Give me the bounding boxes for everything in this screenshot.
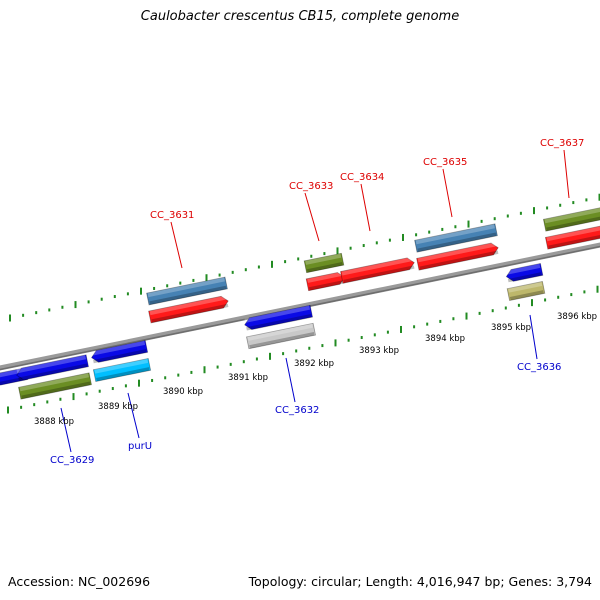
gene-cc3635-bar[interactable] <box>414 223 498 253</box>
kbp-label: 3891 kbp <box>228 373 268 383</box>
gene-puru-arrow[interactable] <box>90 340 149 364</box>
gene-cc3635-arrow[interactable] <box>416 242 500 271</box>
gene-label-forward[interactable]: CC_3634 <box>340 172 384 183</box>
label-leader-line <box>170 221 183 269</box>
kbp-label: 3896 kbp <box>557 312 597 322</box>
gene-cc3629b-arrow[interactable] <box>16 354 89 381</box>
kbp-tick-labels: 3888 kbp 3889 kbp 3890 kbp 3891 kbp 3892… <box>34 312 597 427</box>
gene-label-reverse[interactable]: CC_3632 <box>275 405 319 416</box>
kbp-label: 3894 kbp <box>425 334 465 344</box>
gene-cc3633-arrow[interactable] <box>305 271 346 292</box>
gene-label-reverse[interactable]: purU <box>128 441 152 452</box>
gene-cc3631-arrow[interactable] <box>148 295 230 324</box>
gene-cc3636-bar[interactable] <box>506 281 546 301</box>
kbp-label: 3895 kbp <box>491 323 531 333</box>
label-leader-line <box>60 407 72 453</box>
gene-cc3633-bar[interactable] <box>303 252 345 274</box>
gene-cc3637-bar[interactable] <box>542 206 600 232</box>
kbp-label: 3892 kbp <box>294 359 334 369</box>
gene-cc3632-bar[interactable] <box>246 322 316 350</box>
accession-label: Accession: NC_002696 <box>8 574 151 589</box>
kbp-label: 3893 kbp <box>359 346 399 356</box>
gene-cc3634-arrow[interactable] <box>340 256 416 284</box>
kbp-label: 3889 kbp <box>98 402 138 412</box>
label-leader-line <box>442 168 453 218</box>
label-leader-line <box>285 357 296 403</box>
gene-puru-bar[interactable] <box>92 358 152 382</box>
label-leader-line <box>304 192 320 242</box>
label-leaders <box>60 149 570 453</box>
gene-label-reverse[interactable]: CC_3629 <box>50 455 94 466</box>
gene-label-forward[interactable]: CC_3631 <box>150 210 194 221</box>
label-leader-line <box>360 183 371 232</box>
inner-tick-ring <box>7 285 599 414</box>
kbp-label: 3888 kbp <box>34 417 74 427</box>
gene-cc3631-bar[interactable] <box>146 276 228 306</box>
gene-cc3632-arrow[interactable] <box>243 304 313 331</box>
genome-summary: Topology: circular; Length: 4,016,947 bp… <box>248 574 592 589</box>
label-leader-line <box>127 392 140 439</box>
gene-label-forward[interactable]: CC_3635 <box>423 157 467 168</box>
gene-cc3637-arrow[interactable] <box>544 225 600 250</box>
kbp-label: 3890 kbp <box>163 387 203 397</box>
gene-cc3636-arrow[interactable] <box>505 263 544 283</box>
gene-label-forward[interactable]: CC_3637 <box>540 138 584 149</box>
genome-title: Caulobacter crescentus CB15, complete ge… <box>140 9 460 24</box>
gene-label-reverse[interactable]: CC_3636 <box>517 362 561 373</box>
outer-tick-ring <box>9 193 600 322</box>
gene-cc3629-bar[interactable] <box>18 372 92 400</box>
label-leader-line <box>529 314 538 360</box>
feature-tracks <box>0 206 600 400</box>
gene-labels: CC_3631 CC_3633 CC_3634 CC_3635 CC_3637 … <box>50 138 584 466</box>
label-leader-line <box>563 149 570 199</box>
gene-label-forward[interactable]: CC_3633 <box>289 181 333 192</box>
